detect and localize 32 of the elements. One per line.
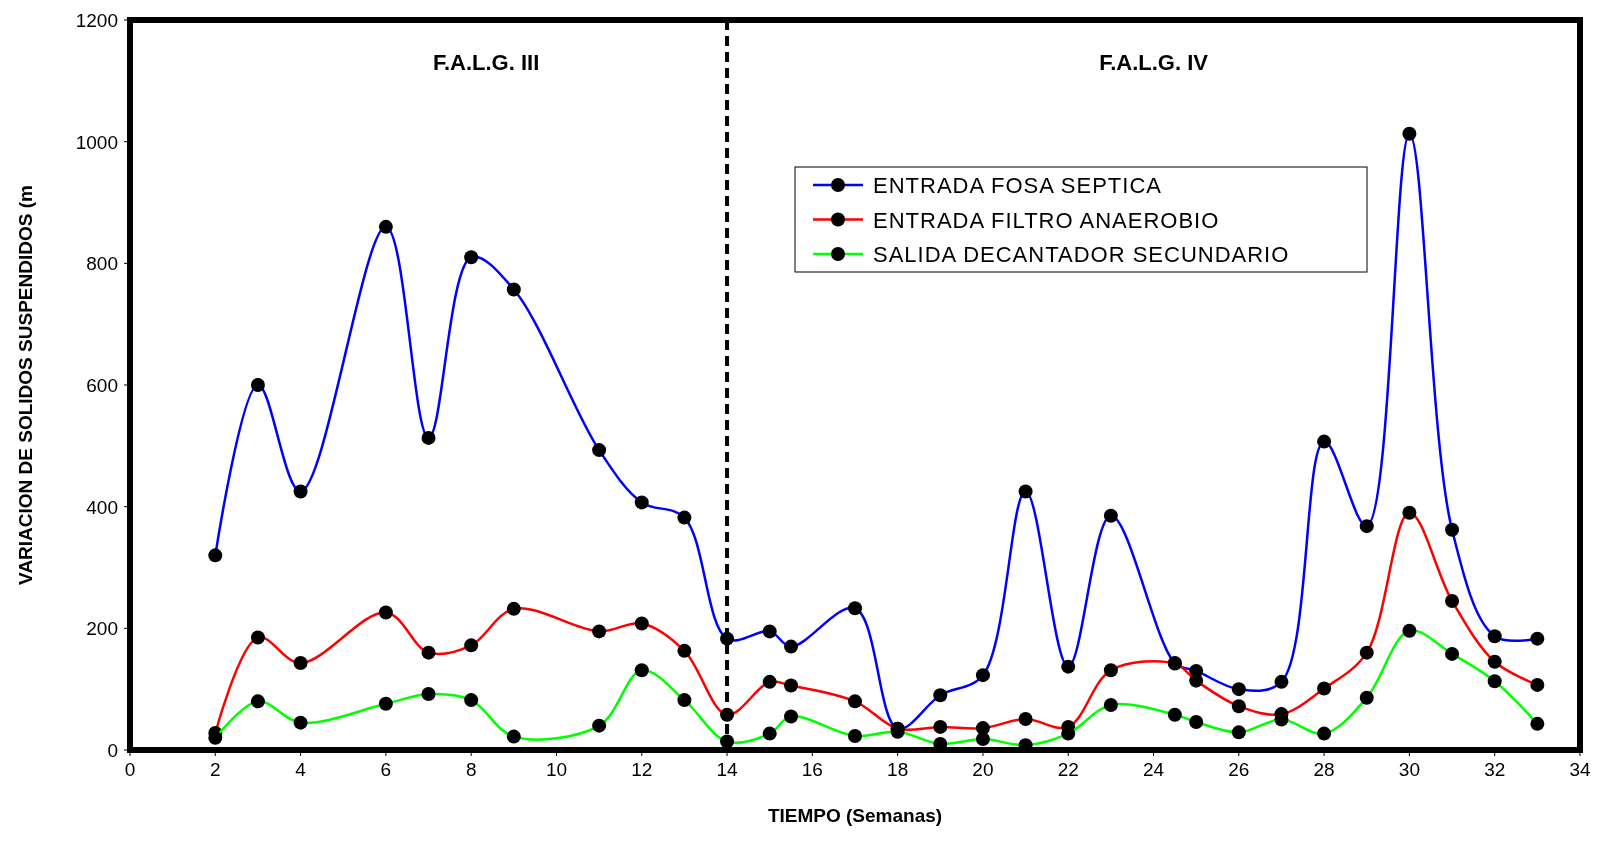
x-tick-label: 28	[1313, 759, 1335, 780]
x-tick-label: 30	[1398, 759, 1420, 780]
x-tick-label: 18	[887, 759, 909, 780]
x-tick-label: 22	[1057, 759, 1079, 780]
x-tick-label: 14	[716, 759, 739, 780]
x-tick-label: 0	[124, 759, 136, 780]
x-tick-label: 24	[1142, 759, 1165, 780]
annotation: F.A.L.G. III	[432, 50, 540, 75]
y-tick-label: 800	[86, 253, 118, 275]
x-tick-label: 2	[210, 759, 221, 780]
y-tick-label: 1000	[75, 131, 118, 153]
y-axis-title: VARIACION DE SOLIDOS SUSPENDIDOS (m	[15, 185, 36, 585]
x-axis-title: TIEMPO (Semanas)	[767, 805, 943, 826]
x-tick-label: 34	[1569, 759, 1591, 780]
y-tick-label: 1200	[75, 10, 118, 31]
x-tick-label: 6	[380, 759, 392, 780]
x-tick-label: 4	[295, 759, 307, 780]
x-tick-label: 20	[972, 759, 994, 780]
x-tick-label: 16	[801, 759, 823, 780]
legend-label: SALIDA DECANTADOR SECUNDARIO	[873, 242, 1290, 267]
legend-label: ENTRADA FOSA SEPTICA	[873, 173, 1162, 198]
y-tick-label: 600	[86, 375, 118, 396]
x-tick-label: 8	[465, 759, 477, 780]
y-tick-label: 0	[107, 740, 118, 761]
x-tick-label: 26	[1228, 759, 1250, 780]
x-tick-label: 32	[1484, 759, 1506, 780]
y-tick-label: 200	[86, 618, 118, 640]
y-tick-label: 400	[86, 496, 118, 518]
x-tick-label: 12	[631, 759, 653, 780]
x-tick-label: 10	[545, 759, 568, 780]
legend-label: ENTRADA FILTRO ANAEROBIO	[873, 207, 1220, 233]
annotation: F.A.L.G. IV	[1099, 50, 1209, 75]
